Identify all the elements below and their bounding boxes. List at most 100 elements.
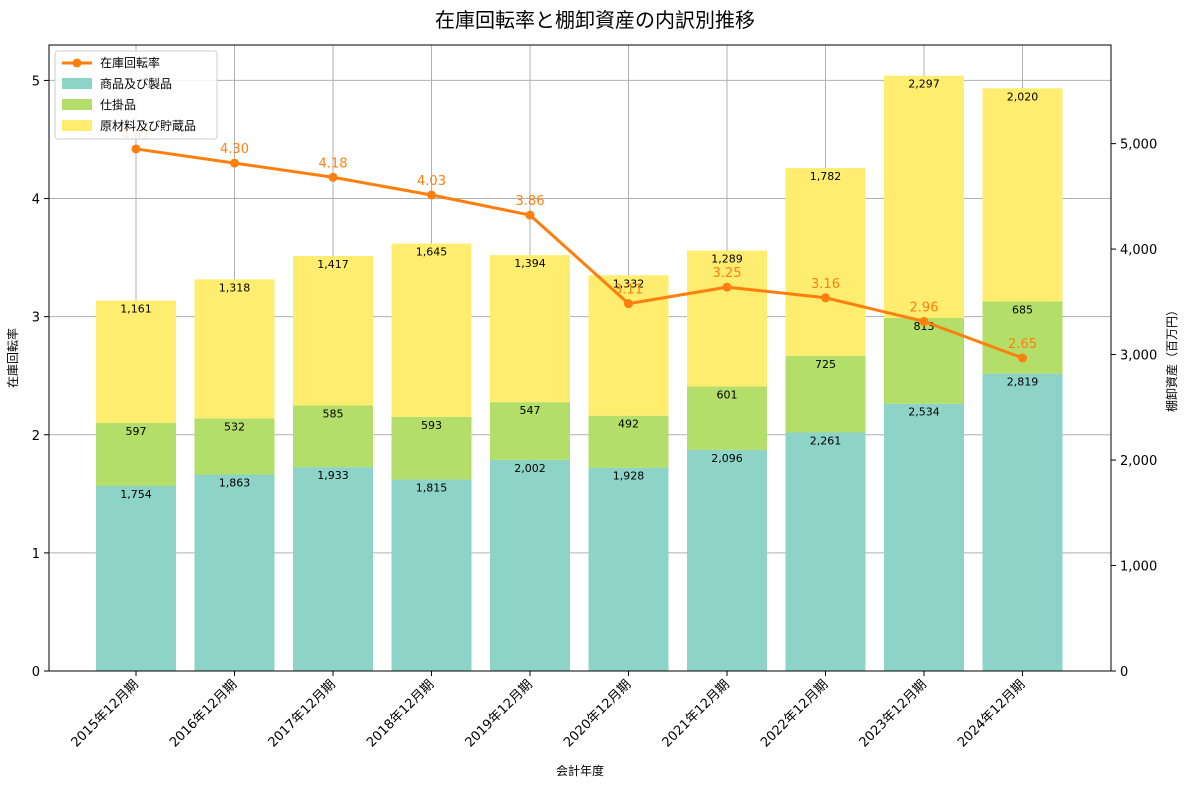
tick-label-left: 1 — [32, 547, 40, 562]
bar-value-label: 1,394 — [514, 257, 546, 270]
bar-segment — [785, 356, 866, 433]
bar-segment — [490, 255, 570, 403]
bar-segment — [391, 417, 472, 480]
bar-value-label: 1,332 — [613, 277, 645, 290]
bar-value-label: 2,261 — [810, 435, 842, 448]
turnover-value-label: 4.18 — [319, 156, 348, 171]
turnover-value-label: 3.16 — [811, 277, 840, 292]
bar-segment — [96, 485, 176, 671]
legend-box — [54, 50, 218, 140]
plot-frame — [48, 44, 1112, 672]
bar-segment — [96, 423, 176, 486]
turnover-value-label: 3.25 — [713, 266, 742, 281]
legend-label: 在庫回転率 — [100, 55, 160, 70]
bar-segment — [194, 474, 275, 671]
bar-segment — [884, 403, 964, 671]
bar-value-label: 532 — [224, 420, 245, 433]
bar-segment — [982, 88, 1063, 302]
turnover-point — [1018, 353, 1027, 363]
bar-segment — [293, 467, 373, 671]
turnover-value-label: 4.03 — [417, 174, 446, 189]
bar-value-label: 2,819 — [1007, 376, 1039, 389]
legend-swatch-marker — [72, 58, 82, 68]
bar-value-label: 2,534 — [908, 406, 940, 419]
tick-label-left: 3 — [32, 311, 40, 326]
bar-value-label: 1,754 — [120, 488, 152, 501]
tick-label-x: 2017年12月期 — [266, 677, 339, 750]
tick-label-left: 0 — [32, 665, 40, 680]
bar-value-label: 685 — [1012, 303, 1033, 316]
tick-label-left: 4 — [32, 193, 40, 208]
bar-value-label: 1,815 — [416, 482, 448, 495]
bar-segment — [194, 418, 275, 475]
turnover-point — [427, 190, 436, 200]
turnover-value-label: 2.96 — [910, 300, 939, 315]
bar-value-label: 2,020 — [1007, 90, 1039, 103]
bars — [96, 75, 1063, 671]
tick-label-right: 2,000 — [1120, 454, 1157, 469]
tick-label-x: 2023年12月期 — [857, 677, 930, 750]
bar-value-label: 1,417 — [317, 258, 349, 271]
bar-segment — [293, 405, 373, 468]
bar-segment — [588, 415, 669, 468]
bar-value-label: 1,318 — [219, 281, 251, 294]
x-axis-label: 会計年度 — [556, 763, 604, 778]
bar-segment — [391, 243, 472, 418]
bar-segment — [194, 279, 275, 419]
tick-label-right: 5,000 — [1120, 138, 1157, 153]
legend-swatch-bar — [62, 78, 92, 89]
bar-value-label: 593 — [421, 419, 442, 432]
tick-label-left: 5 — [32, 74, 40, 89]
legend-label: 原材料及び貯蔵品 — [100, 119, 196, 133]
tick-label-right: 1,000 — [1120, 560, 1157, 575]
turnover-value-label: 3.86 — [516, 194, 545, 209]
bar-segment — [96, 300, 176, 424]
bar-value-label: 1,928 — [613, 470, 645, 483]
legend-swatch-bar — [62, 99, 92, 110]
tick-label-left: 2 — [32, 429, 40, 444]
turnover-point — [328, 172, 338, 182]
legend-label: 仕掛品 — [100, 97, 136, 112]
bar-value-label: 1,933 — [317, 469, 349, 482]
bar-value-label: 547 — [520, 404, 541, 417]
tick-label-x: 2018年12月期 — [364, 677, 437, 750]
legend-label: 商品及び製品 — [100, 76, 172, 91]
tick-label-x: 2019年12月期 — [463, 677, 536, 750]
bar-segment — [785, 432, 866, 671]
bar-segment — [884, 75, 964, 318]
turnover-value-label: 2.65 — [1008, 337, 1037, 352]
turnover-point — [230, 158, 239, 168]
y-axis-left-label: 在庫回転率 — [5, 328, 20, 388]
tick-label-right: 0 — [1120, 665, 1128, 680]
turnover-point — [525, 210, 535, 220]
bar-value-label: 1,782 — [810, 170, 842, 183]
legend-swatch-bar — [62, 120, 92, 131]
bar-segment — [687, 386, 767, 450]
tick-label-x: 2016年12月期 — [167, 677, 240, 750]
turnover-value-label: 3.11 — [614, 283, 643, 298]
bar-value-label: 1,161 — [120, 303, 152, 316]
tick-label-x: 2024年12月期 — [955, 677, 1028, 750]
bar-value-label: 2,002 — [514, 462, 546, 475]
tick-label-right: 3,000 — [1120, 349, 1157, 364]
tick-label-x: 2020年12月期 — [561, 677, 634, 750]
bar-segment — [687, 250, 767, 387]
tick-label-x: 2022年12月期 — [758, 677, 831, 750]
bar-value-label: 597 — [126, 425, 147, 438]
bar-value-label: 1,645 — [416, 246, 448, 259]
turnover-line-path — [135, 147, 1024, 360]
tick-label-right: 4,000 — [1120, 243, 1157, 258]
turnover-point — [131, 144, 141, 154]
y-axis-right-label: 棚卸資産（百万円） — [1164, 304, 1179, 412]
bar-value-label: 1,289 — [711, 253, 743, 266]
bar-segment — [490, 459, 570, 671]
turnover-line: 4.424.304.184.033.863.113.253.162.962.65 — [122, 128, 1037, 363]
bar-value-label: 2,096 — [711, 452, 743, 465]
turnover-point — [919, 316, 929, 326]
bar-value-label: 2,297 — [908, 78, 940, 91]
bar-value-label: 725 — [815, 358, 836, 371]
turnover-point — [624, 299, 633, 309]
bar-labels: 1,754 1,863 1,933 1,815 2,002 1,928 2,096 2,261… — [120, 78, 1038, 501]
